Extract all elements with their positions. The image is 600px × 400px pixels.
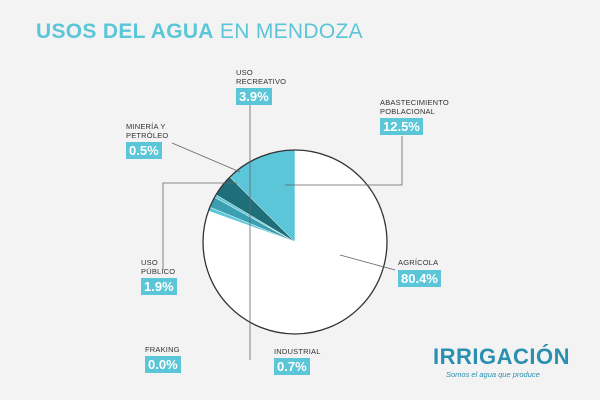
leader-agricola [339, 254, 396, 271]
label-publico: USO PÚBLICO [141, 258, 175, 276]
label-fraking-1: FRAKING [145, 345, 180, 354]
value-publico: 1.9% [141, 278, 177, 295]
title-bold: USOS DEL AGUA [36, 20, 214, 43]
label-industrial-1: INDUSTRIAL [274, 347, 321, 356]
label-publico-1: USO [141, 258, 158, 267]
label-abastecimiento: ABASTECIMIENTO POBLACIONAL [380, 98, 449, 116]
label-mineria: MINERÍA Y PETRÓLEO [126, 122, 168, 140]
value-mineria: 0.5% [126, 142, 162, 159]
chart-title: USOS DEL AGUA EN MENDOZA [36, 20, 363, 44]
value-fraking: 0.0% [145, 356, 181, 373]
label-mineria-2: PETRÓLEO [126, 131, 169, 140]
value-abastecimiento: 12.5% [380, 118, 423, 135]
label-abastecimiento-1: ABASTECIMIENTO [380, 98, 449, 107]
leader-mineria [171, 142, 241, 173]
value-recreativo: 3.9% [236, 88, 272, 105]
label-mineria-1: MINERÍA Y [126, 122, 166, 131]
label-agricola: AGRÍCOLA [398, 258, 438, 267]
leader-publico [162, 182, 237, 270]
label-fraking: FRAKING [145, 345, 180, 354]
label-recreativo: USO RECREATIVO [236, 68, 286, 86]
title-light: EN MENDOZA [219, 20, 363, 43]
leader-abastecimiento [285, 136, 403, 186]
label-recreativo-2: RECREATIVO [236, 77, 287, 86]
label-recreativo-1: USO [236, 68, 253, 77]
label-abastecimiento-2: POBLACIONAL [380, 107, 436, 116]
brand-tagline: Somos el agua que produce [446, 370, 540, 379]
label-publico-2: PÚBLICO [141, 267, 176, 276]
label-agricola-1: AGRÍCOLA [398, 258, 439, 267]
label-industrial: INDUSTRIAL [274, 347, 321, 356]
pie-outline [202, 149, 388, 335]
brand-logo: IRRIGACIÓN [433, 344, 570, 369]
value-agricola: 80.4% [398, 270, 441, 287]
value-industrial: 0.7% [274, 358, 310, 375]
